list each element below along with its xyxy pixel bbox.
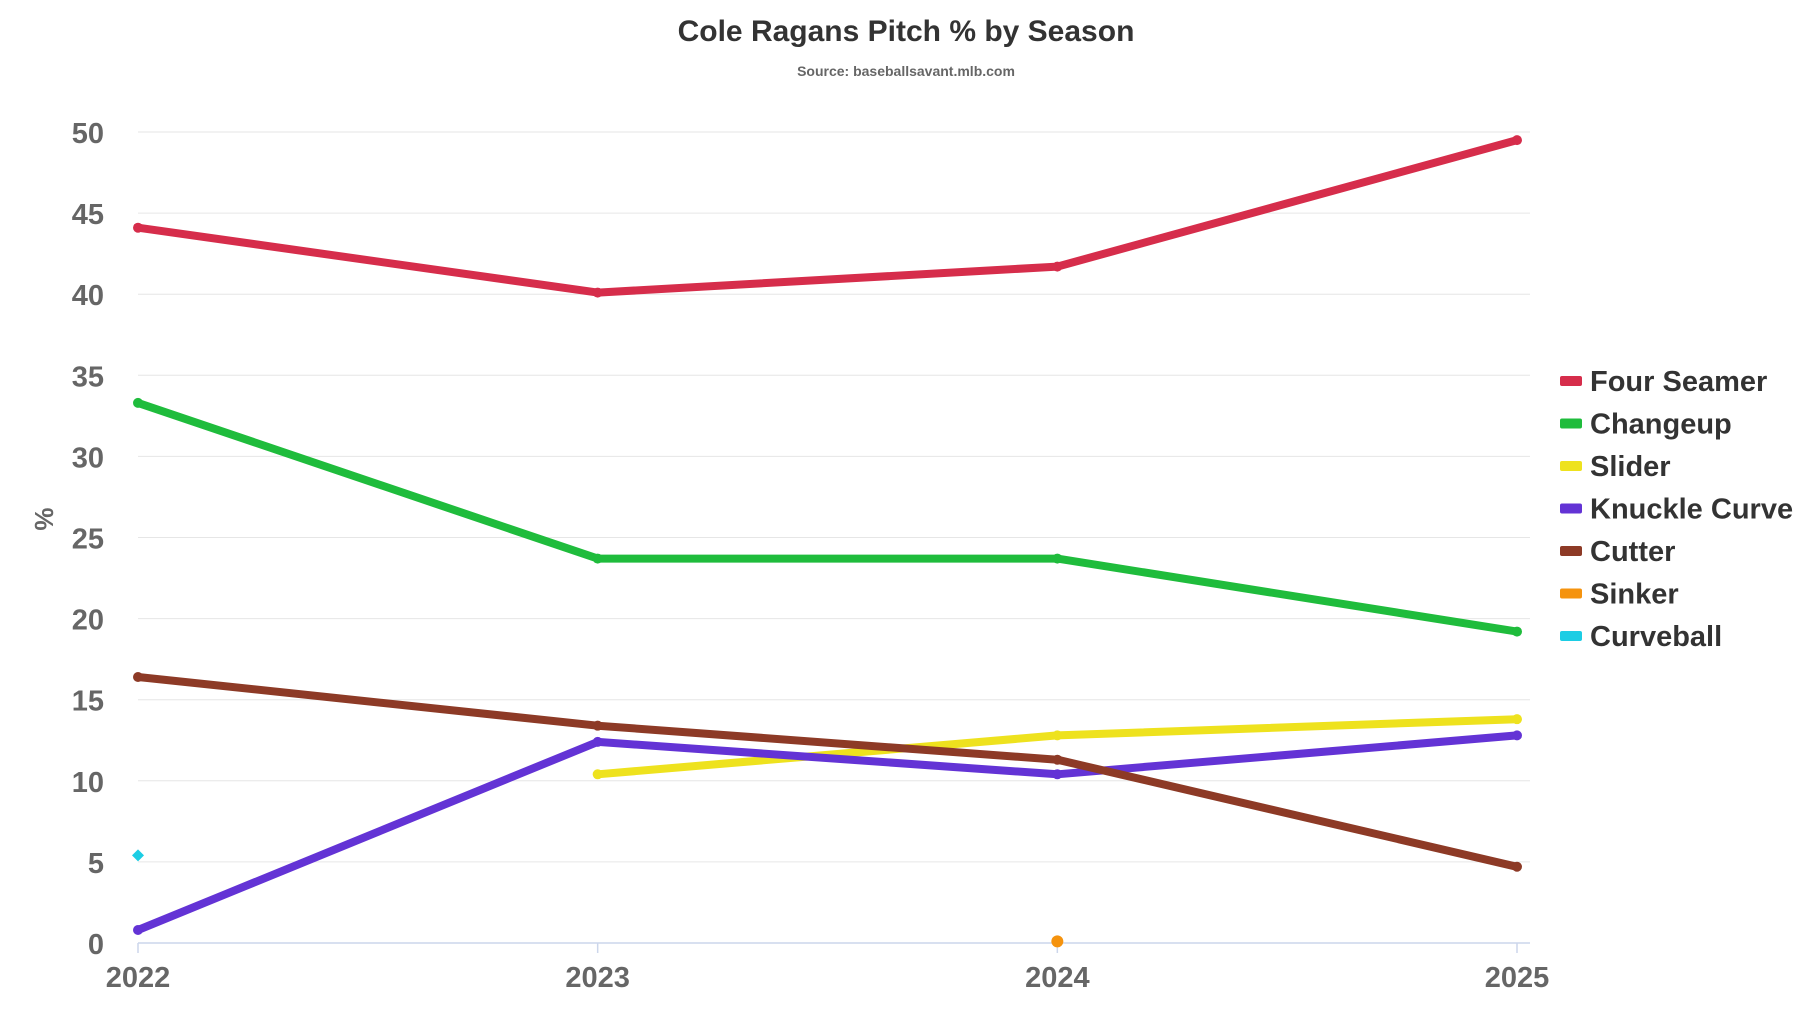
data-point	[1512, 626, 1522, 637]
data-point	[592, 287, 603, 298]
series-line	[134, 398, 1521, 636]
x-tick-label: 2023	[565, 962, 630, 994]
y-tick-label: 10	[72, 767, 104, 799]
legend-item[interactable]: Cutter	[1560, 536, 1675, 568]
data-point	[1052, 754, 1063, 765]
legend-item[interactable]: Slider	[1560, 451, 1671, 483]
legend-item[interactable]: Sinker	[1560, 579, 1679, 611]
chart-title: Cole Ragans Pitch % by Season	[678, 15, 1135, 48]
y-tick-label: 45	[72, 199, 104, 231]
data-point	[133, 222, 143, 233]
data-point	[133, 397, 143, 408]
series-line	[134, 136, 1521, 297]
legend-swatch	[1560, 631, 1582, 641]
data-point	[133, 925, 143, 936]
legend-label: Curveball	[1590, 621, 1722, 653]
legend-swatch	[1560, 503, 1582, 514]
series-line	[134, 731, 1521, 934]
y-tick-label: 0	[88, 929, 104, 961]
legend-swatch	[1560, 588, 1582, 599]
legend: Four Seamer Changeup Slider Knuckle Curve Cu…	[1560, 366, 1793, 653]
series-curveball	[132, 849, 144, 862]
data-point	[592, 769, 603, 780]
y-axis-title: %	[29, 507, 59, 530]
legend-swatch	[1560, 418, 1582, 429]
data-point	[1512, 861, 1522, 872]
y-tick-label: 35	[72, 361, 104, 393]
data-point	[1512, 730, 1522, 741]
data-point	[592, 553, 603, 564]
series-cutter	[133, 671, 1522, 872]
legend-item[interactable]: Knuckle Curve	[1560, 494, 1793, 526]
data-point	[1512, 714, 1522, 725]
series-slider	[592, 714, 1522, 780]
legend-label: Cutter	[1590, 536, 1675, 568]
series-changeup	[133, 397, 1522, 637]
legend-item[interactable]: Curveball	[1560, 621, 1722, 653]
data-point	[1051, 935, 1064, 948]
series-knuckle-curve	[133, 730, 1522, 936]
data-point	[1052, 730, 1063, 741]
legend-swatch	[1560, 546, 1582, 556]
x-tick-label: 2022	[106, 962, 171, 994]
y-tick-label: 30	[72, 442, 104, 474]
legend-label: Changeup	[1590, 409, 1732, 441]
y-tick-label: 15	[72, 686, 104, 718]
legend-item[interactable]: Changeup	[1560, 409, 1732, 441]
chart-subtitle: Source: baseballsavant.mlb.com	[797, 63, 1015, 79]
y-tick-label: 25	[72, 524, 104, 556]
x-tick-label: 2025	[1485, 962, 1550, 994]
y-tick-label: 20	[72, 605, 104, 637]
legend-label: Knuckle Curve	[1590, 494, 1793, 526]
data-point	[592, 736, 603, 747]
data-point	[132, 849, 144, 862]
data-point	[1052, 553, 1063, 564]
series-sinker	[1051, 935, 1064, 948]
legend-label: Four Seamer	[1590, 366, 1767, 398]
data-point	[1052, 261, 1063, 272]
x-tick-label: 2024	[1025, 962, 1090, 994]
y-tick-label: 5	[88, 848, 104, 880]
legend-item[interactable]: Four Seamer	[1560, 366, 1767, 398]
legend-swatch	[1560, 376, 1582, 386]
data-point	[1512, 135, 1522, 146]
plot-area	[132, 135, 1522, 948]
series-line	[134, 673, 1521, 871]
data-point	[133, 671, 143, 682]
data-point	[592, 720, 603, 731]
series-four-seamer	[133, 135, 1522, 298]
legend-label: Slider	[1590, 451, 1671, 483]
data-point	[1052, 769, 1063, 780]
y-tick-label: 50	[72, 118, 104, 150]
legend-label: Sinker	[1590, 579, 1679, 611]
legend-swatch	[1560, 461, 1582, 471]
y-tick-label: 40	[72, 280, 104, 312]
